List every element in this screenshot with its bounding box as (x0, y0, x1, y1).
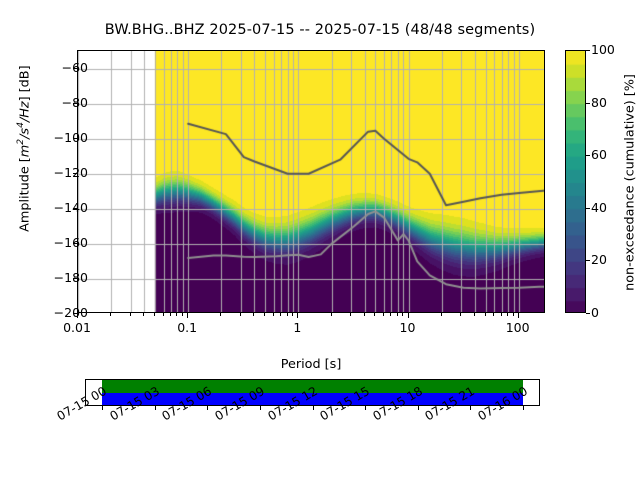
colorbar-tick-mark (586, 313, 590, 315)
x-tick-mark (402, 313, 404, 316)
x-tick-mark (374, 313, 376, 316)
x-tick-mark (408, 313, 410, 318)
x-tick-mark (513, 313, 515, 316)
x-tick-mark (182, 313, 184, 316)
x-axis-label: Period [s] (280, 357, 342, 372)
colorbar-tick-label: 100 (591, 42, 615, 57)
timeline-tick-mark (155, 406, 157, 410)
x-tick-mark (154, 313, 156, 316)
y-axis-label-post: ] [dB] (17, 65, 33, 102)
colorbar-tick-mark (586, 50, 590, 52)
y-tick-mark (73, 173, 77, 175)
x-tick-mark (507, 313, 509, 316)
x-tick-mark (143, 313, 145, 316)
x-tick-mark (287, 313, 289, 316)
y-tick-mark (73, 103, 77, 105)
timeline-tick-mark (260, 406, 262, 410)
y-tick-label: −120 (53, 164, 88, 180)
y-tick-mark (73, 313, 77, 315)
x-tick-mark (240, 313, 242, 316)
x-tick-mark (485, 313, 487, 316)
x-tick-mark (273, 313, 275, 316)
colorbar-tick-mark (586, 103, 590, 105)
x-tick-label: 10 (399, 320, 416, 335)
colorbar-tick-mark (586, 208, 590, 210)
colorbar-tick-mark (586, 260, 590, 262)
y-tick-mark (73, 138, 77, 140)
colorbar-tick-label: 0 (591, 305, 599, 320)
x-tick-label: 1 (293, 320, 302, 335)
y-tick-mark (73, 278, 77, 280)
timeline-tick-mark (523, 406, 525, 410)
timeline-tick-mark (418, 406, 420, 410)
timeline-axes[interactable] (85, 379, 540, 406)
x-tick-mark (292, 313, 294, 316)
x-tick-mark (110, 313, 112, 316)
colorbar-tick-label: 80 (591, 94, 607, 110)
y-tick-label: −160 (53, 234, 88, 250)
x-tick-mark (176, 313, 178, 316)
y-tick-label: −100 (53, 129, 88, 145)
x-tick-label: 0.1 (177, 320, 198, 335)
x-tick-mark (441, 313, 443, 316)
figure-title: BW.BHG..BHZ 2025-07-15 -- 2025-07-15 (48… (104, 22, 536, 38)
x-tick-mark (280, 313, 282, 316)
x-tick-mark (460, 313, 462, 316)
x-tick-mark (77, 313, 79, 318)
colorbar-tick-mark (586, 155, 590, 157)
y-tick-mark (73, 208, 77, 210)
x-tick-mark (390, 313, 392, 316)
timeline-band-data-coverage (101, 380, 524, 393)
x-tick-mark (501, 313, 503, 316)
y-tick-label: −60 (62, 60, 88, 75)
timeline-tick-mark (365, 406, 367, 410)
y-tick-mark (73, 243, 77, 245)
y-tick-label: −80 (62, 95, 88, 110)
x-tick-mark (518, 313, 520, 318)
x-tick-mark (264, 313, 266, 316)
y-tick-label: −140 (53, 199, 88, 215)
x-tick-mark (350, 313, 352, 316)
x-tick-mark (474, 313, 476, 316)
timeline-tick-mark (102, 406, 104, 410)
noise-model-lines (78, 51, 544, 312)
colorbar-tick-label: 20 (591, 252, 607, 268)
x-tick-label: 100 (505, 320, 530, 335)
x-tick-mark (163, 313, 165, 316)
x-tick-mark (383, 313, 385, 316)
colorbar-tick-label: 60 (591, 147, 607, 163)
x-tick-label: 0.01 (63, 320, 91, 335)
x-tick-mark (493, 313, 495, 316)
y-axis-label: Amplitude [m2/s4/Hz] [dB] (15, 29, 32, 269)
y-axis-label-pre: Amplitude [ (17, 157, 33, 232)
timeline-tick-mark (313, 406, 315, 410)
x-tick-mark (397, 313, 399, 316)
x-tick-mark (364, 313, 366, 316)
x-tick-mark (253, 313, 255, 316)
y-axis-label-units: m2/s4/Hz (15, 101, 33, 158)
x-tick-mark (130, 313, 132, 316)
ppsd-axes[interactable] (77, 50, 545, 313)
colorbar-label: non-exceedance (cumulative) [%] (622, 74, 638, 291)
x-tick-mark (331, 313, 333, 316)
colorbar[interactable] (565, 50, 586, 313)
timeline-tick-mark (470, 406, 472, 410)
y-tick-label: −180 (53, 269, 88, 285)
y-tick-mark (73, 68, 77, 70)
y-tick-label: −200 (53, 305, 88, 320)
x-tick-mark (220, 313, 222, 316)
timeline-band-psd-segments (101, 392, 524, 405)
colorbar-tick-label: 40 (591, 199, 607, 215)
colorbar-gradient (566, 51, 585, 312)
timeline-tick-mark (207, 406, 209, 410)
x-tick-mark (187, 313, 189, 318)
x-tick-mark (297, 313, 299, 318)
x-tick-mark (170, 313, 172, 316)
